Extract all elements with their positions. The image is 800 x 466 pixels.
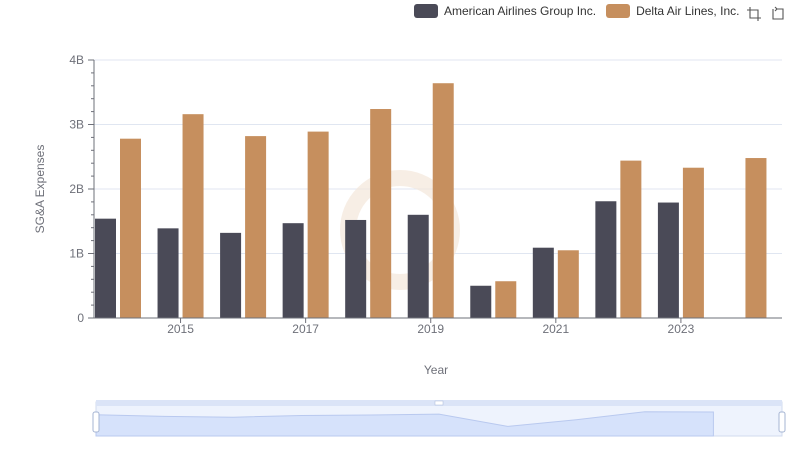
- y-axis-title: SG&A Expenses: [33, 145, 47, 234]
- bar-delta-2019: [432, 83, 454, 318]
- bar-american-2017: [282, 223, 304, 318]
- bar-american-2022: [595, 201, 617, 318]
- bar-american-2018: [345, 219, 367, 318]
- legend-item-american[interactable]: American Airlines Group Inc.: [414, 4, 596, 18]
- y-tick-label: 1B: [69, 247, 84, 261]
- legend-swatch-american: [414, 4, 438, 18]
- y-tick-label: 3B: [69, 118, 84, 132]
- bar-american-2019: [407, 214, 429, 318]
- restore-icon[interactable]: [770, 6, 786, 22]
- bar-delta-2023: [682, 167, 704, 318]
- legend-item-delta[interactable]: Delta Air Lines, Inc.: [606, 4, 739, 18]
- bar-delta-2022: [620, 160, 642, 318]
- bar-delta-2020: [495, 281, 517, 318]
- bar-american-2023: [657, 202, 679, 318]
- bar-delta-2014: [120, 138, 141, 318]
- zoom-handle-right[interactable]: [778, 411, 786, 433]
- legend: American Airlines Group Inc. Delta Air L…: [414, 4, 739, 18]
- y-tick-label: 4B: [69, 53, 84, 67]
- x-tick-label: 2021: [542, 322, 569, 336]
- zoom-slider-grip: [434, 400, 444, 406]
- x-tick-label: 2015: [167, 322, 194, 336]
- bar-delta-2016: [245, 136, 267, 318]
- bar-delta-2017: [307, 131, 329, 318]
- legend-label-american: American Airlines Group Inc.: [444, 4, 597, 18]
- data-zoom-icon[interactable]: [746, 6, 762, 22]
- x-tick-label: 2023: [668, 322, 695, 336]
- x-tick-label: 2019: [417, 322, 444, 336]
- zoom-slider-preview: [95, 411, 714, 437]
- bar-delta-2021: [557, 250, 579, 318]
- zoom-handle-left[interactable]: [92, 411, 100, 433]
- bar-american-2015: [157, 228, 179, 318]
- bar-delta-2024: [745, 158, 767, 318]
- x-axis-title: Year: [424, 363, 448, 377]
- bar-delta-2018: [370, 109, 392, 319]
- y-tick-label: 0: [77, 311, 84, 325]
- y-tick-label: 2B: [69, 182, 84, 196]
- legend-label-delta: Delta Air Lines, Inc.: [636, 4, 740, 18]
- bar-american-2020: [470, 285, 492, 318]
- bar-american-2021: [532, 247, 554, 318]
- x-tick-label: 2017: [292, 322, 319, 336]
- bar-delta-2015: [182, 114, 204, 319]
- legend-swatch-delta: [606, 4, 631, 18]
- bar-american-2016: [220, 232, 242, 318]
- toolbox: [746, 6, 786, 22]
- bar-american-2014: [95, 218, 116, 318]
